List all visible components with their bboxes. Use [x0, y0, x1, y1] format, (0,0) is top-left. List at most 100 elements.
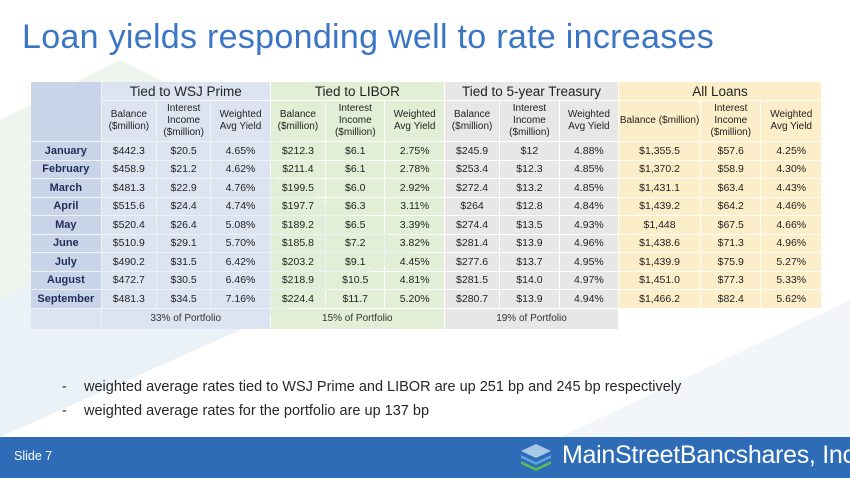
table-cell: 5.27% — [761, 253, 821, 271]
table-cell: $280.7 — [444, 290, 500, 308]
table-cell: $67.5 — [701, 216, 761, 234]
subheader-weighted-yield: Weighted Avg Yield — [211, 101, 270, 141]
table-row: August $472.7 $30.5 6.46% $218.9 $10.5 4.81% $2… — [31, 271, 821, 289]
subheader-interest-income: Interest Income ($million) — [157, 101, 211, 141]
footer-bar — [0, 437, 850, 478]
table-cell: $20.5 — [157, 142, 211, 160]
subheader-row: Balance ($million) Interest Income ($mil… — [31, 101, 821, 141]
table-cell: 4.94% — [559, 290, 619, 308]
table-cell: $1,466.2 — [619, 290, 701, 308]
subheader-interest-income: Interest Income ($million) — [701, 101, 761, 141]
bullet-marker: - — [62, 379, 67, 395]
table-cell: 4.62% — [211, 160, 270, 178]
table-row: September $481.3 $34.5 7.16% $224.4 $11.7 5.20… — [31, 290, 821, 308]
table-row: June $510.9 $29.1 5.70% $185.8 $7.2 3.82% $281.… — [31, 234, 821, 252]
table-cell: $21.2 — [157, 160, 211, 178]
table-cell: $31.5 — [157, 253, 211, 271]
bullet-text: weighted average rates for the portfolio… — [84, 403, 430, 419]
table-cell: $63.4 — [701, 179, 761, 197]
row-label-month: August — [31, 271, 101, 289]
table-cell: $13.7 — [500, 253, 559, 271]
row-label-month: April — [31, 197, 101, 215]
table-cell: $253.4 — [444, 160, 500, 178]
table-row: January $442.3 $20.5 4.65% $212.3 $6.1 2.75% $2… — [31, 142, 821, 160]
page-title: Loan yields responding well to rate incr… — [22, 18, 715, 56]
group-header-treasury: Tied to 5-year Treasury — [444, 82, 619, 100]
table-cell: $6.3 — [326, 197, 385, 215]
table-cell: $11.7 — [326, 290, 385, 308]
table-cell: $211.4 — [270, 160, 326, 178]
table-cell: $7.2 — [326, 234, 385, 252]
subheader-interest-income: Interest Income ($million) — [326, 101, 385, 141]
portfolio-share-row: 33% of Portfolio 15% of Portfolio 19% of P… — [31, 308, 821, 329]
table-cell: $199.5 — [270, 179, 326, 197]
group-header-row: Tied to WSJ Prime Tied to LIBOR Tied to … — [31, 82, 821, 141]
table-cell: $6.1 — [326, 160, 385, 178]
table-cell: $197.7 — [270, 197, 326, 215]
table-cell: 3.11% — [385, 197, 444, 215]
table-cell: $520.4 — [101, 216, 156, 234]
table-cell: 4.81% — [385, 271, 444, 289]
table-cell: $442.3 — [101, 142, 156, 160]
subheader-weighted-yield: Weighted Avg Yield — [385, 101, 444, 141]
table-cell: $515.6 — [101, 197, 156, 215]
table-cell: 2.92% — [385, 179, 444, 197]
corner-cell — [31, 82, 101, 141]
table-cell: $245.9 — [444, 142, 500, 160]
table-cell: $57.6 — [701, 142, 761, 160]
table-cell: 4.76% — [211, 179, 270, 197]
table-cell: 6.46% — [211, 271, 270, 289]
footer-empty-cell — [619, 309, 821, 329]
table-row: February $458.9 $21.2 4.62% $211.4 $6.1 2.78% $… — [31, 160, 821, 178]
table-cell: $1,355.5 — [619, 142, 701, 160]
table-cell: $29.1 — [157, 234, 211, 252]
table-cell: $490.2 — [101, 253, 156, 271]
table-cell: $26.4 — [157, 216, 211, 234]
table-cell: 4.96% — [559, 234, 619, 252]
table-cell: $58.9 — [701, 160, 761, 178]
row-label-month: January — [31, 142, 101, 160]
table-cell: $9.1 — [326, 253, 385, 271]
table-cell: $64.2 — [701, 197, 761, 215]
table-cell: 4.25% — [761, 142, 821, 160]
slide-number: Slide 7 — [14, 449, 53, 463]
bullet-list: - weighted average rates tied to WSJ Prim… — [62, 378, 681, 426]
table-cell: $218.9 — [270, 271, 326, 289]
table-cell: $77.3 — [701, 271, 761, 289]
bullet-marker: - — [62, 403, 67, 419]
table-cell: $274.4 — [444, 216, 500, 234]
bullet-item: - weighted average rates for the portfoli… — [62, 402, 681, 426]
table-cell: $14.0 — [500, 271, 559, 289]
table-cell: 4.30% — [761, 160, 821, 178]
table-cell: 7.16% — [211, 290, 270, 308]
row-label-month: September — [31, 290, 101, 308]
portfolio-share-cell: 33% of Portfolio — [101, 308, 270, 329]
table-cell: $264 — [444, 197, 500, 215]
table-cell: $510.9 — [101, 234, 156, 252]
table-cell: $10.5 — [326, 271, 385, 289]
table-cell: 4.66% — [761, 216, 821, 234]
table-cell: 4.88% — [559, 142, 619, 160]
table-cell: 4.43% — [761, 179, 821, 197]
row-label-month: February — [31, 160, 101, 178]
table-cell: $22.9 — [157, 179, 211, 197]
table-cell: $75.9 — [701, 253, 761, 271]
group-header-wsj: Tied to WSJ Prime — [101, 82, 270, 100]
table-cell: 4.85% — [559, 160, 619, 178]
table-cell: $189.2 — [270, 216, 326, 234]
stacked-layers-icon — [521, 444, 551, 471]
table-cell: 4.85% — [559, 179, 619, 197]
table-cell: $1,439.9 — [619, 253, 701, 271]
table-cell: $203.2 — [270, 253, 326, 271]
table-cell: $185.8 — [270, 234, 326, 252]
group-header-all-loans: All Loans — [619, 82, 821, 100]
table-cell: $481.3 — [101, 290, 156, 308]
table-cell: $277.6 — [444, 253, 500, 271]
table-cell: 3.39% — [385, 216, 444, 234]
table-cell: $458.9 — [101, 160, 156, 178]
subheader-balance: Balance ($million) — [270, 101, 326, 141]
table-cell: 4.97% — [559, 271, 619, 289]
table-cell: 5.33% — [761, 271, 821, 289]
bullet-text: weighted average rates tied to WSJ Prime… — [84, 379, 682, 395]
table-cell: $281.5 — [444, 271, 500, 289]
